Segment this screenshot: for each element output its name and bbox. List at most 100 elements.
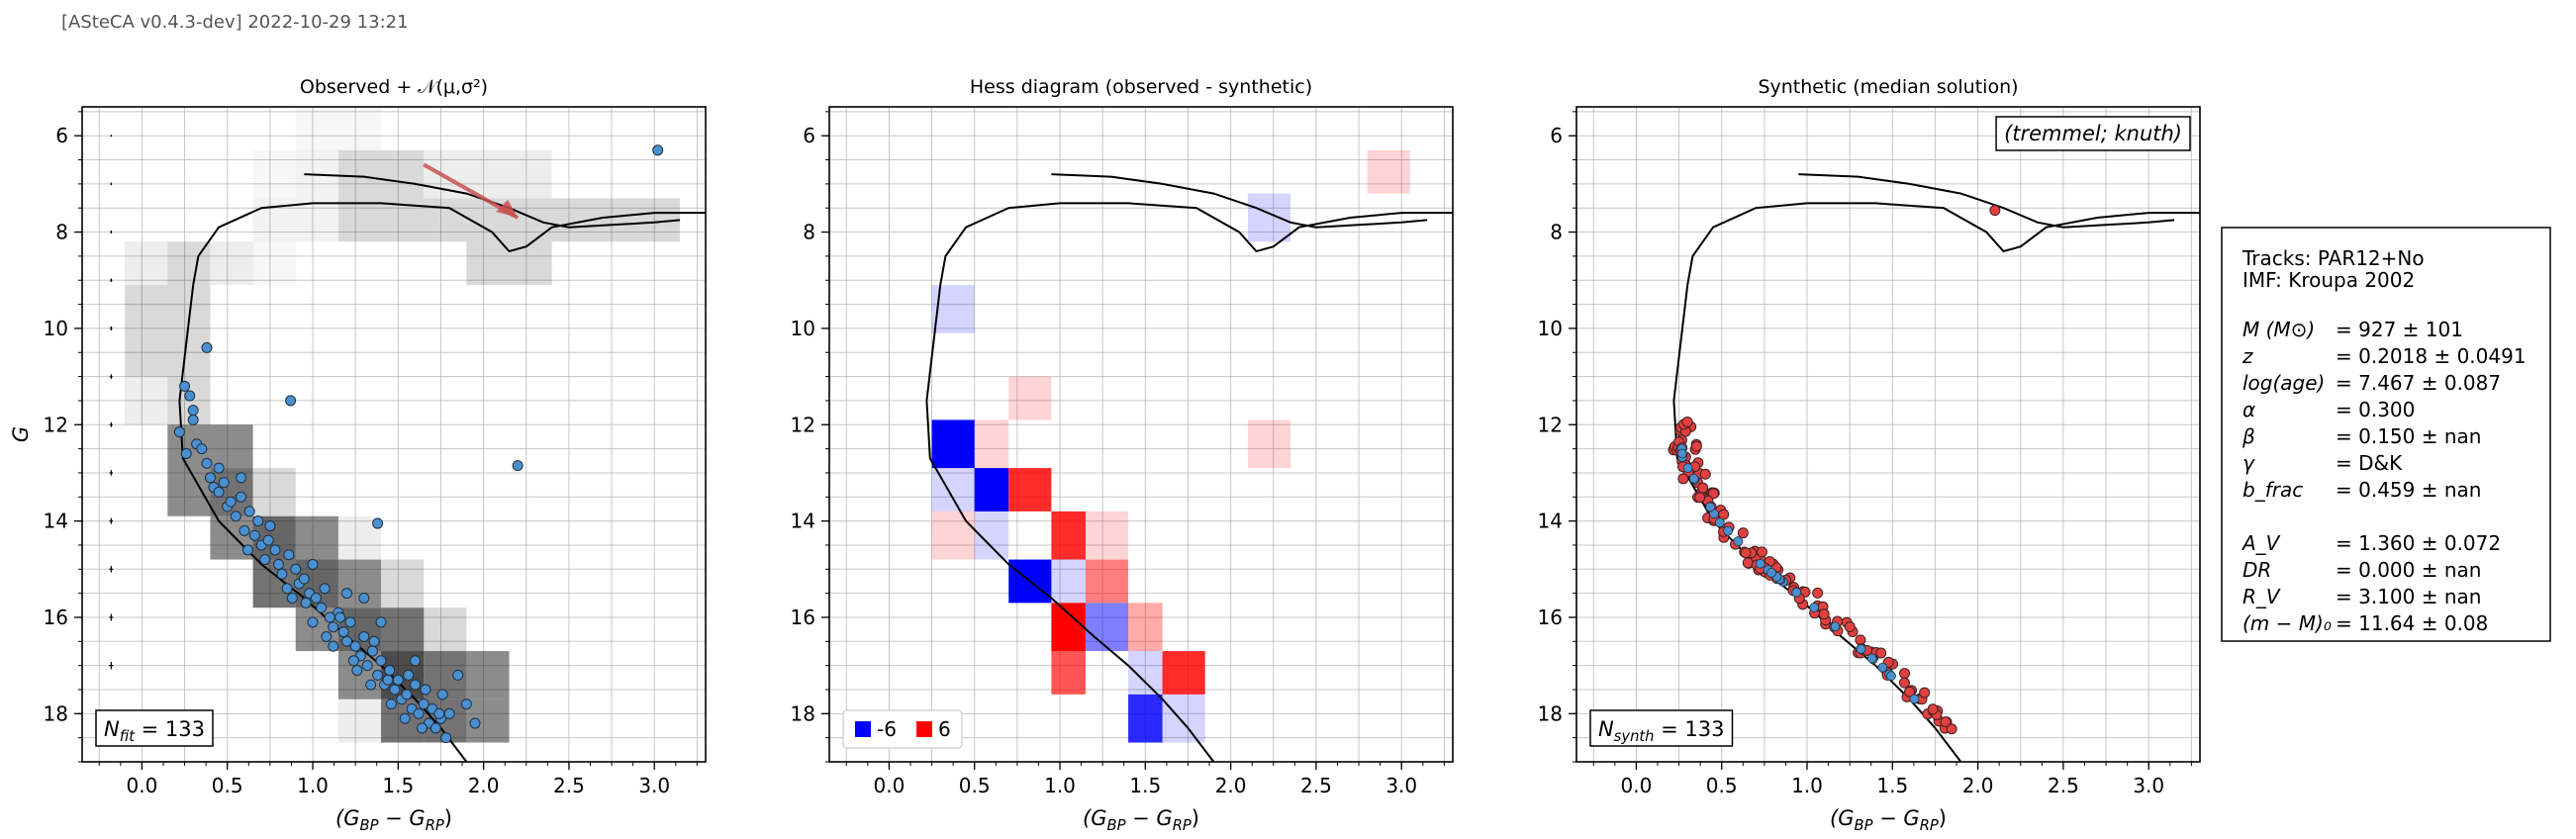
panel-2: 0.0 0.5 1.0 1.5 2.0 2.5 3.0 6 8 10 12 14 16 18 Hess di… bbox=[791, 76, 1454, 834]
observed-star bbox=[389, 684, 401, 696]
hess-cell bbox=[1367, 149, 1410, 194]
x-axis-label-part: ) bbox=[1939, 806, 1947, 830]
y-tick-label: 14 bbox=[791, 510, 815, 533]
observed-star bbox=[372, 517, 384, 529]
observed-star bbox=[349, 640, 361, 652]
y-tick-label: 18 bbox=[1538, 701, 1563, 725]
observed-star bbox=[416, 722, 428, 734]
y-tick-label: 16 bbox=[1538, 606, 1563, 629]
observed-star bbox=[418, 699, 429, 710]
param-value: = 7.467 ± 0.087 bbox=[2336, 371, 2501, 395]
observed-star bbox=[290, 563, 302, 575]
x-tick-label: 2.5 bbox=[2048, 774, 2079, 797]
hess-cell bbox=[1085, 559, 1129, 604]
x-axis-label-part: (G bbox=[1830, 806, 1854, 830]
hess-bin bbox=[252, 468, 296, 516]
observed-star bbox=[184, 390, 196, 402]
synthetic-star bbox=[1844, 621, 1856, 633]
observed-star bbox=[410, 679, 422, 691]
x-axis-label-part: BP bbox=[1107, 817, 1126, 834]
param-value: = D&K bbox=[2336, 451, 2403, 475]
observed-star bbox=[358, 593, 370, 604]
x-tick-label: 2.5 bbox=[553, 774, 585, 797]
x-axis-label-part: ) bbox=[1192, 806, 1199, 830]
param-name: α bbox=[2242, 398, 2255, 421]
axes-frame bbox=[828, 106, 1454, 763]
hess-bin bbox=[594, 198, 637, 242]
isochrone-line bbox=[939, 202, 1453, 286]
observed-star bbox=[410, 655, 422, 667]
x-tick-label: 1.5 bbox=[1129, 774, 1161, 797]
x-tick-label: 2.5 bbox=[1300, 774, 1332, 797]
observed-star bbox=[413, 707, 425, 719]
method-annotation: (tremmel; knuth) bbox=[2004, 122, 2182, 145]
y-tick-label: 18 bbox=[791, 701, 815, 725]
observed-underlay bbox=[1877, 662, 1888, 673]
hess-bin bbox=[338, 102, 381, 150]
hess-bin bbox=[466, 651, 510, 699]
hess-bin bbox=[253, 150, 296, 199]
legend-frame bbox=[842, 709, 963, 749]
x-axis-label-part: − G bbox=[378, 806, 425, 830]
x-axis-label-part: BP bbox=[360, 817, 379, 834]
synthetic-star bbox=[1989, 205, 2001, 217]
observed-star bbox=[259, 554, 271, 566]
hess-cell bbox=[1247, 193, 1291, 242]
x-axis-label-part: (G bbox=[335, 806, 359, 830]
observed-star bbox=[243, 506, 255, 517]
hess-bin bbox=[210, 241, 253, 286]
param-name: (m − M)₀ bbox=[2242, 611, 2332, 635]
hess-bin bbox=[125, 332, 168, 377]
annotation-part: fit bbox=[120, 728, 136, 745]
observed-star bbox=[286, 593, 298, 604]
x-axis-label: (GBP − GRP) bbox=[335, 806, 452, 834]
y-tick-label: 8 bbox=[55, 221, 68, 244]
observed-star bbox=[187, 414, 199, 425]
hess-cell bbox=[1008, 376, 1052, 420]
annotation-text: Nsynth = 133 bbox=[1598, 717, 1724, 745]
observed-star bbox=[420, 684, 431, 696]
y-tick-label: 6 bbox=[1550, 124, 1563, 147]
annotation-text: Nfit = 133 bbox=[104, 717, 205, 745]
panel-1: 0.0 0.5 1.0 1.5 2.0 2.5 3.0 6 8 10 12 14 16 18 Observe… bbox=[9, 76, 707, 834]
y-tick-label: 16 bbox=[44, 606, 68, 629]
x-axis-label-part: ) bbox=[444, 806, 452, 830]
y-tick-label: 8 bbox=[803, 221, 815, 244]
synthetic-star bbox=[1903, 686, 1915, 698]
hess-bin bbox=[424, 607, 467, 652]
hess-cell bbox=[1128, 694, 1163, 743]
param-name: log(age) bbox=[2242, 371, 2325, 395]
synthetic-star bbox=[1818, 608, 1830, 620]
param-name: DR bbox=[2242, 558, 2271, 582]
observed-star bbox=[344, 616, 356, 628]
synthetic-star bbox=[1898, 677, 1910, 689]
x-axis-label-part: RP bbox=[426, 817, 444, 834]
synthetic-star bbox=[1940, 716, 1952, 728]
observed-star bbox=[180, 447, 192, 459]
observed-star bbox=[433, 707, 445, 719]
observed-star bbox=[460, 699, 472, 710]
observed-star bbox=[241, 544, 253, 556]
synthetic-star bbox=[1855, 634, 1866, 646]
observed-underlay bbox=[1866, 653, 1877, 664]
observed-star bbox=[262, 534, 274, 546]
hess-bin bbox=[509, 241, 552, 286]
y-tick-label: 16 bbox=[791, 606, 815, 629]
param-name: γ bbox=[2242, 451, 2255, 475]
synthetic-star bbox=[1677, 473, 1689, 485]
isochrone-line bbox=[1798, 173, 2175, 229]
synthetic-star bbox=[1690, 440, 1702, 452]
legend-swatch bbox=[855, 721, 871, 737]
observed-star bbox=[512, 460, 524, 472]
plot-area bbox=[829, 107, 1453, 762]
param-value: = 0.150 ± nan bbox=[2336, 424, 2481, 448]
observed-star bbox=[392, 674, 404, 686]
observed-star bbox=[310, 593, 322, 604]
annotation-part: = 133 bbox=[135, 717, 205, 741]
param-value: = 1.360 ± 0.072 bbox=[2336, 531, 2501, 555]
synthetic-star bbox=[1899, 668, 1911, 680]
param-name: b_frac bbox=[2242, 478, 2303, 502]
observed-star bbox=[269, 544, 281, 556]
observed-underlay bbox=[1755, 558, 1765, 569]
observed-underlay bbox=[1733, 536, 1744, 546]
